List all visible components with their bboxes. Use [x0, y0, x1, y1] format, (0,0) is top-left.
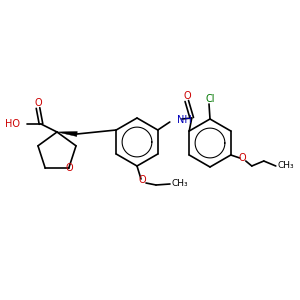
Text: O: O: [138, 175, 146, 185]
Text: O: O: [239, 153, 247, 163]
Text: Cl: Cl: [205, 94, 215, 104]
Text: O: O: [34, 98, 42, 108]
Text: CH₃: CH₃: [278, 161, 294, 170]
Text: NH: NH: [177, 115, 191, 125]
Text: HO: HO: [5, 119, 20, 129]
Text: O: O: [184, 91, 192, 101]
Polygon shape: [57, 131, 77, 136]
Text: CH₃: CH₃: [172, 179, 188, 188]
Text: O: O: [66, 163, 74, 173]
